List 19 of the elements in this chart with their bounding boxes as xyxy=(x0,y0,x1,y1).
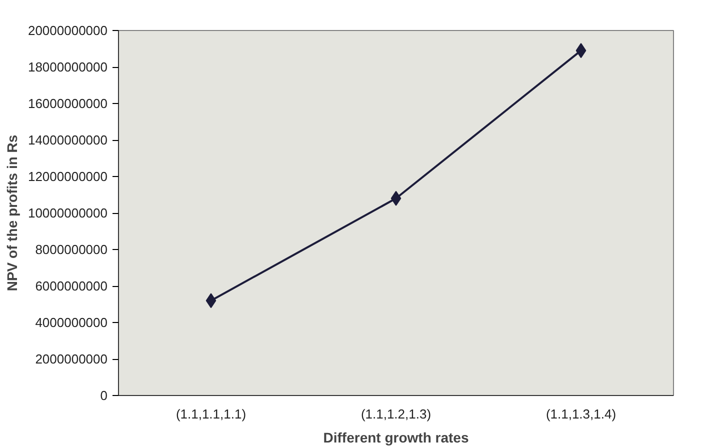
x-tick-label: (1.1,1.2,1.3) xyxy=(360,406,432,422)
y-tick-label: 2000000000 xyxy=(35,352,108,366)
x-tick-label: (1.1,1.1,1.1) xyxy=(176,406,246,422)
x-axis-title: Different growth rates xyxy=(323,430,469,446)
x-tick-label: (1.1,1.3,1.4) xyxy=(546,406,616,422)
y-tick-label: 6000000000 xyxy=(35,278,108,294)
y-tick-label: 18000000000 xyxy=(28,60,108,74)
point xyxy=(206,293,216,308)
point xyxy=(390,190,402,206)
y-tick-label: 4000000000 xyxy=(35,315,108,330)
y-tick-label: 16000000000 xyxy=(28,96,108,111)
y-tick-label: 8000000000 xyxy=(35,242,108,257)
y-tick-label: 20000000000 xyxy=(28,23,108,38)
y-tick-label: 12000000000 xyxy=(28,169,108,184)
y-axis-title: NPV of the profits in Rs xyxy=(4,134,20,292)
y-tick-label: 0 xyxy=(100,388,108,403)
y-tick-label: 10000000000 xyxy=(28,206,108,220)
y-tick-label: 14000000000 xyxy=(28,132,108,148)
point xyxy=(576,43,586,58)
